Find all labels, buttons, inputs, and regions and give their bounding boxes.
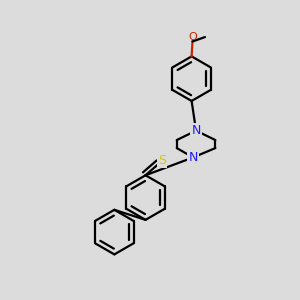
Text: O: O (188, 32, 197, 41)
Text: N: N (191, 124, 201, 137)
Text: N: N (188, 151, 198, 164)
Text: S: S (158, 154, 166, 167)
